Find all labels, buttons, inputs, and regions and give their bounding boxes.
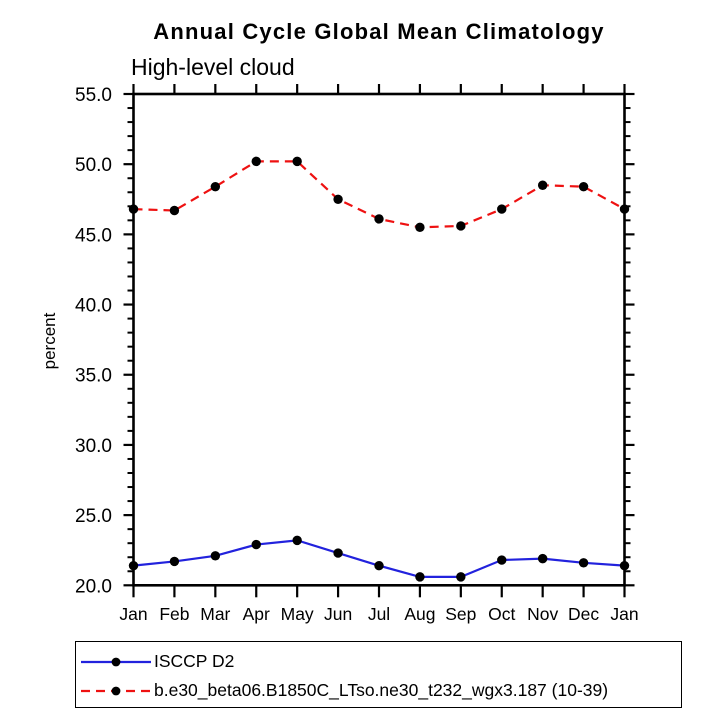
x-tick-label: Sep [445, 604, 476, 624]
legend-item: b.e30_beta06.B1850C_LTso.ne30_t232_wgx3.… [79, 676, 681, 705]
y-tick-label: 40.0 [75, 296, 112, 317]
y-tick-label: 50.0 [75, 155, 112, 176]
data-point [128, 560, 139, 571]
data-point [169, 556, 180, 567]
solid-line-marker-icon [81, 657, 151, 666]
x-tick-label: Dec [568, 604, 599, 624]
data-point [415, 572, 425, 582]
x-tick-label: Jul [368, 604, 390, 624]
y-tick-label: 55.0 [75, 85, 112, 106]
data-point [537, 180, 548, 190]
y-tick-label: 25.0 [75, 506, 112, 527]
x-tick-label: May [281, 604, 314, 624]
chart-subtitle: High-level cloud [131, 54, 295, 80]
data-point [292, 535, 302, 546]
data-point [578, 558, 589, 568]
data-point [210, 551, 221, 561]
x-tick-label: Mar [200, 604, 230, 624]
data-point [169, 205, 180, 216]
y-tick-label: 30.0 [75, 436, 112, 457]
y-tick-label: 45.0 [75, 225, 112, 246]
data-point [415, 222, 425, 233]
data-point [374, 560, 384, 571]
data-point [333, 194, 343, 204]
dashed-line-marker-icon [81, 686, 151, 695]
chart-title: Annual Cycle Global Mean Climatology [153, 19, 605, 44]
data-point [251, 539, 261, 550]
series-line-0 [133, 539, 625, 578]
legend-label: ISCCP D2 [154, 651, 235, 671]
x-tick-label: Oct [488, 604, 515, 624]
data-point [497, 555, 507, 565]
data-point [128, 204, 139, 214]
y-tick-label: 20.0 [75, 576, 112, 597]
data-point [497, 204, 507, 214]
x-tick-label: Feb [159, 604, 189, 624]
legend: ISCCP D2 b.e30_beta06.B1850C_LTso.ne30_t2… [75, 641, 682, 708]
x-tick-label: Apr [243, 604, 270, 624]
legend-label: b.e30_beta06.B1850C_LTso.ne30_t232_wgx3.… [154, 680, 609, 700]
x-tick-label: Jan [610, 604, 638, 624]
legend-item: ISCCP D2 [79, 647, 681, 676]
data-point [251, 156, 261, 167]
x-tick-label: Aug [404, 604, 435, 624]
x-tick-label: Jun [324, 604, 352, 624]
data-point [374, 214, 384, 224]
data-point [619, 560, 630, 571]
plot-frame [132, 92, 626, 587]
data-point [456, 572, 466, 582]
data-point [210, 181, 221, 192]
x-tick-label: Nov [527, 604, 558, 624]
data-point [619, 204, 630, 214]
data-point [578, 181, 589, 192]
data-point [456, 221, 466, 231]
data-point [292, 156, 302, 167]
data-point [333, 548, 343, 558]
data-point [537, 553, 548, 564]
y-tick-label: 35.0 [75, 366, 112, 387]
plot-area: 20.0 25.0 30.0 35.0 40.0 45.0 50.0 55.0 Jan Feb Ma… [75, 84, 639, 624]
x-tick-label: Jan [119, 604, 147, 624]
